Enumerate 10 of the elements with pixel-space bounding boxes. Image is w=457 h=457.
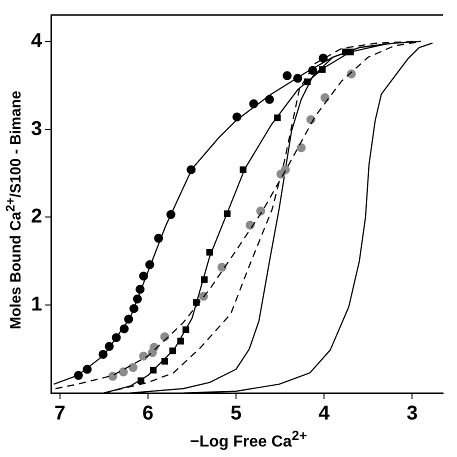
x-tick-label: 4 — [318, 402, 331, 425]
x-axis-title: −Log Free Ca$^{2+}$ — [188, 428, 308, 452]
y-tick-label: 2 — [31, 206, 42, 228]
x-tick-label: 5 — [230, 402, 242, 425]
y-tick-label: 4 — [31, 30, 43, 52]
x-tick-label: 6 — [142, 402, 154, 425]
y-tick-label: 3 — [31, 118, 42, 140]
y-tick-label: 1 — [31, 294, 42, 316]
x-tick-label: 7 — [54, 402, 66, 425]
x-tick-label: 3 — [406, 402, 418, 425]
